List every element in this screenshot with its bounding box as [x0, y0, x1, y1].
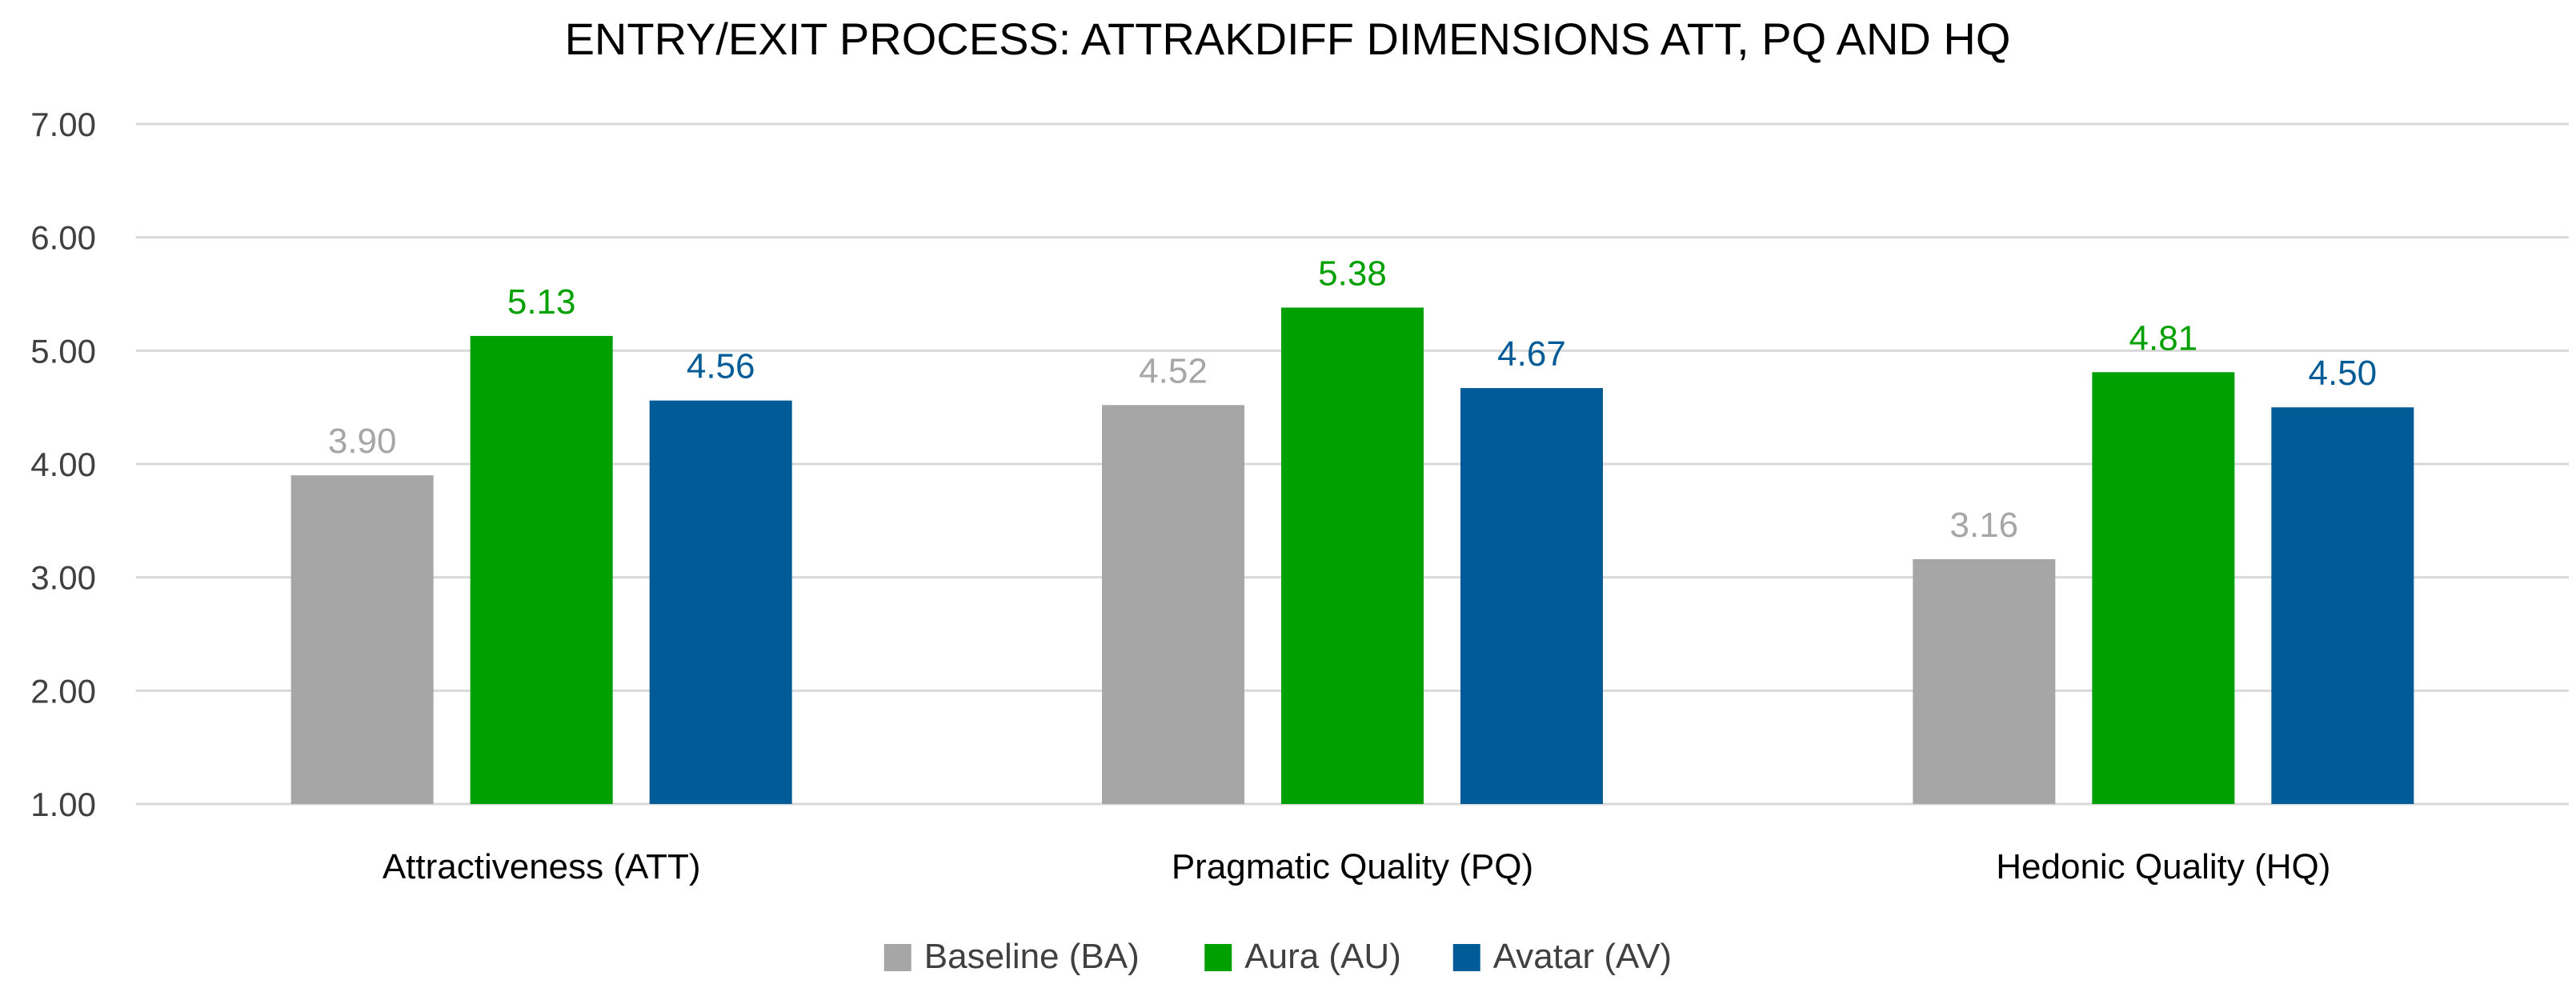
bar [1460, 388, 1603, 804]
data-label: 3.90 [328, 422, 397, 461]
y-tick-label: 1.00 [30, 786, 96, 823]
bar [2271, 407, 2414, 804]
legend-swatch [1452, 944, 1480, 971]
data-label: 5.38 [1318, 254, 1387, 294]
data-label: 4.50 [2309, 354, 2378, 393]
bar [1102, 405, 1244, 804]
data-label: 4.56 [687, 347, 755, 386]
bar [2092, 372, 2235, 804]
bars [290, 307, 2414, 805]
chart-title: ENTRY/EXIT PROCESS: ATTRAKDIFF DIMENSION… [565, 14, 2011, 64]
x-category-label: Hedonic Quality (HQ) [1996, 847, 2330, 886]
y-tick-label: 7.00 [30, 106, 96, 143]
y-tick-label: 2.00 [30, 672, 96, 710]
y-tick-label: 5.00 [30, 332, 96, 370]
data-label: 3.16 [1950, 506, 2019, 545]
bar [1281, 307, 1424, 804]
bar [470, 335, 613, 805]
y-tick-label: 6.00 [30, 219, 96, 257]
x-axis-categories: Attractiveness (ATT) Pragmatic Quality (P… [383, 847, 2331, 886]
legend-item: Aura (AU) [1204, 937, 1401, 976]
bar [649, 400, 792, 804]
legend-swatch [883, 944, 911, 971]
data-label: 4.52 [1139, 351, 1208, 390]
bar [290, 475, 434, 804]
legend-label: Aura (AU) [1244, 937, 1401, 976]
bar [1913, 559, 2056, 804]
y-tick-label: 3.00 [30, 559, 96, 597]
legend-label: Baseline (BA) [924, 937, 1140, 976]
data-label: 5.13 [507, 282, 576, 322]
x-category-label: Pragmatic Quality (PQ) [1172, 847, 1533, 886]
legend-item: Avatar (AV) [1452, 937, 1672, 976]
legend-label: Avatar (AV) [1493, 937, 1672, 976]
data-label: 4.81 [2129, 318, 2198, 358]
legend-item: Baseline (BA) [883, 937, 1140, 976]
value-labels: 3.90 5.13 4.56 4.52 5.38 4.67 3.16 4.81 4.50 [328, 254, 2377, 546]
x-category-label: Attractiveness (ATT) [383, 847, 701, 886]
legend-swatch [1204, 944, 1232, 971]
y-axis-ticks: 1.00 2.00 3.00 4.00 5.00 6.00 7.00 [30, 106, 96, 823]
legend: Baseline (BA) Aura (AU) Avatar (AV) [883, 937, 1672, 976]
data-label: 4.67 [1497, 334, 1566, 374]
y-tick-label: 4.00 [30, 446, 96, 483]
